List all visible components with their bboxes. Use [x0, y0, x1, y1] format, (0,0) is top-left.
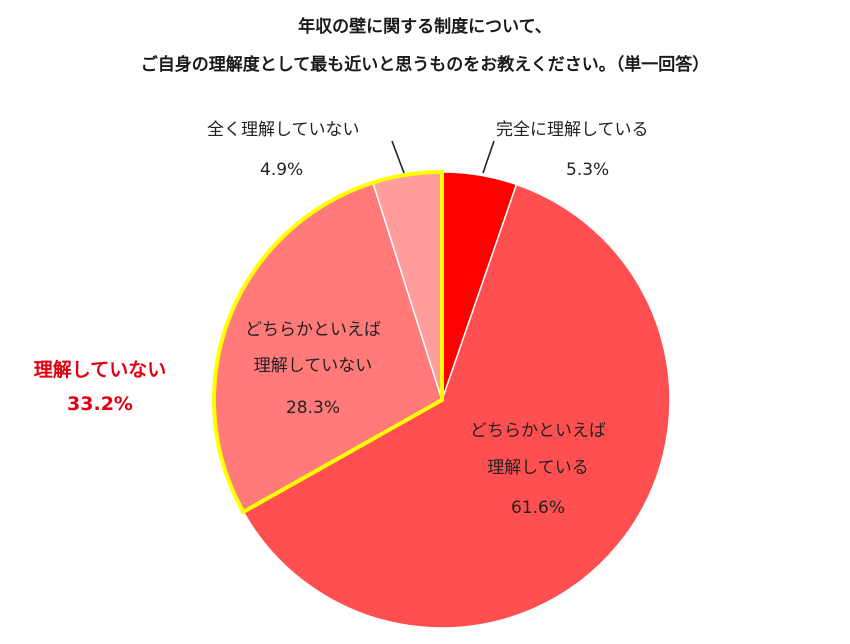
slice-value-somewhat-understand: 61.6% — [510, 498, 565, 518]
group-label-not-understand: 理解していない — [33, 359, 167, 381]
slice-label-not-understand-at-all: 全く理解していない — [207, 120, 360, 140]
group-value-not-understand: 33.2% — [67, 393, 133, 415]
slice-label-somewhat-understand-line-2: 理解している — [487, 458, 589, 478]
chart-title-line-2: ご自身の理解度として最も近いと思うものをお教えください。（単一回答） — [140, 55, 710, 75]
pie-slice-somewhat-understand — [242, 183, 671, 629]
slice-value-fully-understand: 5.3% — [566, 160, 610, 180]
leader-line-fully-understand — [482, 140, 495, 174]
chart-title-line-1: 年収の壁に関する制度について、 — [298, 17, 552, 37]
slice-label-somewhat-not-understand-line-2: 理解していない — [253, 356, 373, 376]
slice-label-somewhat-not-understand-line-1: どちらかといえば — [245, 320, 381, 340]
slice-value-not-understand-at-all: 4.9% — [260, 160, 304, 180]
slice-label-fully-understand: 完全に理解している — [496, 120, 649, 140]
highlight-group-outline — [212, 169, 444, 515]
slice-value-somewhat-not-understand: 28.3% — [285, 398, 340, 418]
leader-line-not-understand-at-all — [391, 140, 405, 174]
slice-label-somewhat-understand-line-1: どちらかといえば — [470, 421, 606, 441]
